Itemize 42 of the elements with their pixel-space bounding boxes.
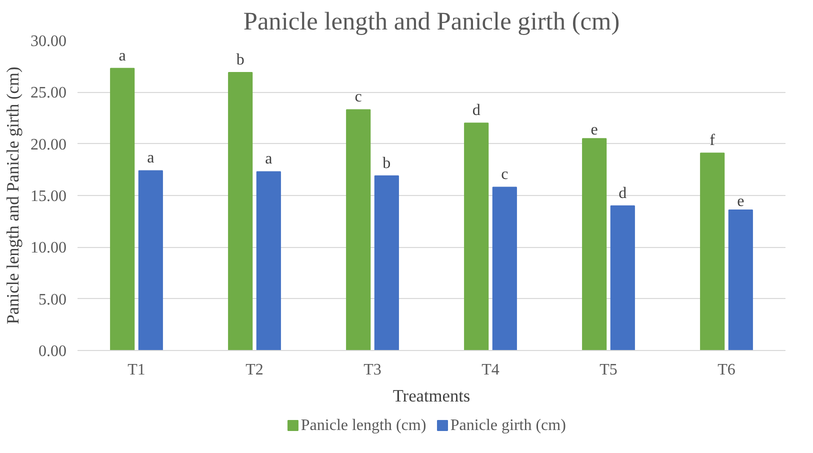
annotation: d xyxy=(472,102,480,120)
annotation: c xyxy=(354,88,362,106)
bar xyxy=(138,170,163,350)
bar xyxy=(610,205,635,350)
y-tick-label: 0.00 xyxy=(38,343,66,360)
y-tick-label: 5.00 xyxy=(38,291,66,308)
bar xyxy=(346,109,371,350)
legend-label: Panicle girth (cm) xyxy=(450,417,566,434)
bar xyxy=(728,209,753,350)
annotation: b xyxy=(382,154,391,172)
annotation: d xyxy=(618,184,627,202)
y-tick-label: 20.00 xyxy=(30,136,66,154)
bar xyxy=(374,175,399,350)
x-tick-label: T2 xyxy=(246,362,264,378)
annotation: a xyxy=(147,150,154,167)
x-axis-title: Treatments xyxy=(392,386,470,406)
annotation: e xyxy=(590,122,598,139)
y-tick-label: 15.00 xyxy=(30,188,66,205)
x-tick-label: T5 xyxy=(600,362,618,378)
bar xyxy=(582,138,607,350)
annotation: f xyxy=(710,132,716,150)
x-tick-label: T4 xyxy=(482,362,500,378)
x-tick-label: T3 xyxy=(364,362,382,378)
bar xyxy=(464,122,489,350)
annotation: b xyxy=(236,52,244,69)
bar xyxy=(228,72,253,350)
chart-title: Panicle length and Panicle girth (cm) xyxy=(243,8,620,36)
y-axis-title: Panicle length and Panicle girth (cm) xyxy=(4,66,22,324)
annotation: c xyxy=(501,166,508,184)
annotation: e xyxy=(737,192,744,210)
y-tick-label: 30.00 xyxy=(30,33,66,50)
bar xyxy=(700,152,725,350)
bar xyxy=(256,171,281,350)
legend-label: Panicle length (cm) xyxy=(300,417,426,434)
bar xyxy=(492,186,517,350)
annotation: a xyxy=(265,150,272,168)
y-tick-label: 25.00 xyxy=(30,84,66,102)
x-tick-label: T6 xyxy=(718,362,736,378)
x-tick-label: T1 xyxy=(128,362,146,378)
bar xyxy=(110,68,135,350)
annotation: a xyxy=(118,47,126,64)
y-tick-label: 10.00 xyxy=(30,240,66,257)
